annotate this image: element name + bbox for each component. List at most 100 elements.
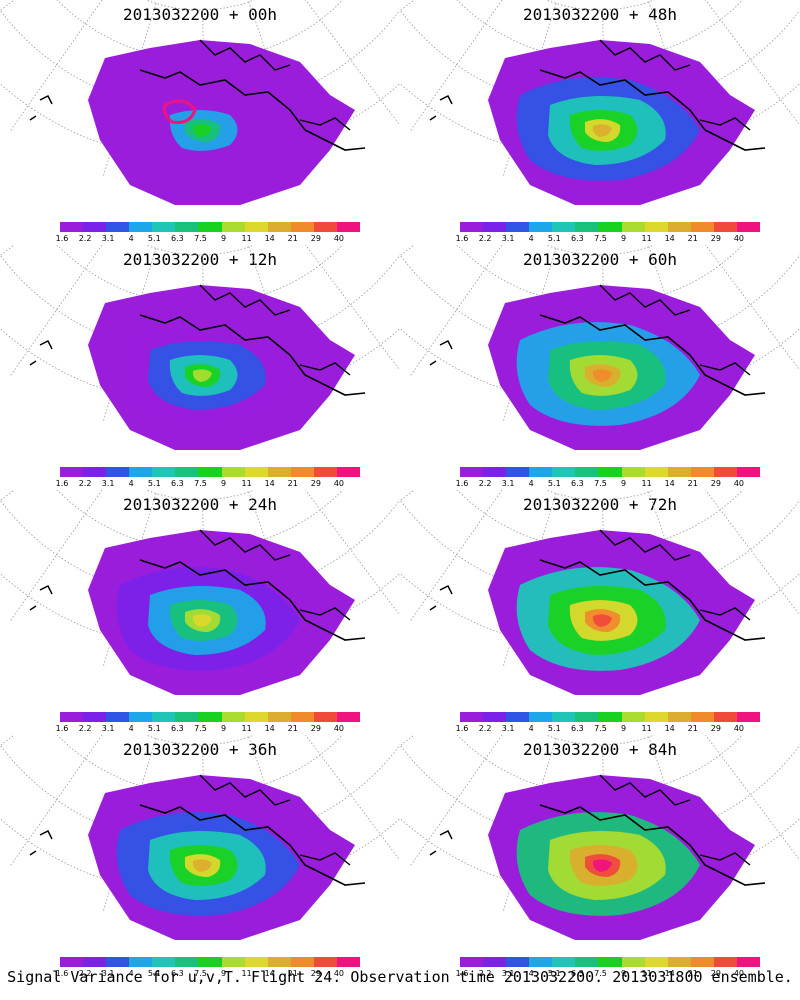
colorbar-swatch — [483, 712, 507, 722]
colorbar-label: 11 — [641, 969, 652, 978]
colorbar-label: 40 — [733, 234, 745, 243]
colorbar-swatch — [736, 222, 761, 232]
colorbar-swatch — [460, 222, 484, 232]
colorbar-swatch — [244, 222, 268, 232]
colorbar-label: 1.6 — [55, 234, 69, 243]
colorbar-label: 6.3 — [171, 479, 184, 488]
colorbar-swatch — [83, 467, 107, 477]
colorbar-swatch — [83, 712, 107, 722]
panel-title: 2013032200 + 36h — [122, 740, 278, 759]
signal-variance-map — [0, 0, 400, 205]
colorbar-swatch — [621, 222, 645, 232]
colorbar-swatch — [575, 222, 599, 232]
colorbar-swatch — [690, 712, 714, 722]
colorbar-swatch — [152, 712, 176, 722]
colorbar — [60, 957, 361, 967]
colorbar-swatch — [575, 712, 599, 722]
colorbar-label: 3.1 — [101, 479, 115, 488]
colorbar-swatch — [60, 467, 84, 477]
colorbar — [460, 467, 761, 477]
colorbar-label: 4 — [528, 479, 534, 488]
colorbar-label: 6.3 — [171, 969, 184, 978]
colorbar-swatch — [221, 467, 245, 477]
map-panel: 2013032200 + 84h 1.6 2.2 3.1 4 5.1 6.3 7.5 9 11 14… — [400, 735, 800, 980]
colorbar-swatch — [736, 712, 761, 722]
map-panel: 2013032200 + 48h 1.6 2.2 3.1 4 5.1 6.3 7.5 9 11 14… — [400, 0, 800, 245]
colorbar-swatch — [644, 712, 668, 722]
colorbar-label: 14 — [264, 724, 275, 733]
colorbar-swatch — [713, 467, 737, 477]
colorbar-swatch — [552, 712, 576, 722]
colorbar-swatch — [336, 712, 361, 722]
colorbar-label: 14 — [264, 479, 275, 488]
colorbar-swatch — [198, 712, 222, 722]
colorbar-label: 21 — [687, 724, 698, 733]
colorbar-label: 29 — [310, 234, 321, 243]
colorbar-label: 2.2 — [78, 724, 92, 733]
colorbar-label: 2.2 — [478, 479, 492, 488]
signal-variance-map — [400, 490, 800, 695]
colorbar-label: 6.3 — [571, 969, 584, 978]
colorbar-swatch — [129, 222, 153, 232]
colorbar — [460, 957, 761, 967]
colorbar-label: 7.5 — [194, 969, 207, 978]
colorbar-swatch — [60, 712, 84, 722]
colorbar-label: 14 — [664, 234, 675, 243]
colorbar-label: 29 — [710, 234, 721, 243]
map-panel: 2013032200 + 00h 1.6 2.2 3.1 4 5.1 6.3 7.5 9 11 14… — [0, 0, 400, 245]
colorbar-swatch — [621, 712, 645, 722]
colorbar-swatch — [460, 957, 484, 967]
colorbar-label: 21 — [687, 479, 698, 488]
colorbar-swatch — [290, 712, 314, 722]
colorbar-swatch — [690, 467, 714, 477]
colorbar-swatch — [290, 957, 314, 967]
colorbar-label: 7.5 — [194, 724, 207, 733]
colorbar-label: 21 — [687, 969, 698, 978]
colorbar-swatch — [483, 222, 507, 232]
signal-variance-map — [0, 490, 400, 695]
colorbar-swatch — [644, 222, 668, 232]
colorbar-swatch — [267, 467, 291, 477]
colorbar-swatch — [621, 957, 645, 967]
colorbar-swatch — [667, 222, 691, 232]
figure-caption: Signal Variance for u,v,T. Flight 24. Ob… — [7, 968, 793, 986]
colorbar-label: 29 — [710, 724, 721, 733]
colorbar-label: 1.6 — [55, 724, 69, 733]
colorbar-swatch — [667, 712, 691, 722]
colorbar-labels: 1.6 2.2 3.1 4 5.1 6.3 7.5 9 11 14 21 29 40 — [56, 724, 360, 734]
colorbar-label: 9 — [220, 479, 227, 488]
signal-variance-map — [0, 245, 400, 450]
colorbar-swatch — [106, 712, 130, 722]
colorbar-label: 6.3 — [571, 234, 584, 243]
colorbar-swatch — [313, 222, 337, 232]
colorbar-label: 6.3 — [171, 724, 184, 733]
colorbar-label: 5.1 — [147, 234, 161, 243]
colorbar-label: 9 — [620, 969, 627, 978]
colorbar-swatch — [198, 957, 222, 967]
colorbar-label: 1.6 — [55, 969, 69, 978]
colorbar-swatch — [336, 222, 361, 232]
colorbar-labels: 1.6 2.2 3.1 4 5.1 6.3 7.5 9 11 14 21 29 40 — [456, 479, 760, 489]
colorbar-swatch — [552, 222, 576, 232]
colorbar-label: 9 — [220, 234, 227, 243]
colorbar-label: 11 — [641, 234, 652, 243]
colorbar-label: 21 — [687, 234, 698, 243]
colorbar-label: 5.1 — [147, 969, 161, 978]
colorbar-label: 2.2 — [478, 234, 492, 243]
colorbar-swatch — [106, 222, 130, 232]
colorbar-swatch — [336, 467, 361, 477]
colorbar-swatch — [175, 467, 199, 477]
colorbar-swatch — [506, 712, 530, 722]
colorbar-label: 14 — [664, 724, 675, 733]
colorbar-label: 40 — [733, 724, 745, 733]
colorbar-swatch — [267, 222, 291, 232]
colorbar-swatch — [221, 712, 245, 722]
panel-title: 2013032200 + 12h — [122, 250, 278, 269]
colorbar-label: 40 — [333, 479, 345, 488]
colorbar-label: 1.6 — [455, 234, 469, 243]
colorbar-swatch — [506, 957, 530, 967]
colorbar-swatch — [198, 222, 222, 232]
colorbar-label: 29 — [310, 724, 321, 733]
colorbar-swatch — [598, 712, 622, 722]
colorbar-swatch — [152, 222, 176, 232]
